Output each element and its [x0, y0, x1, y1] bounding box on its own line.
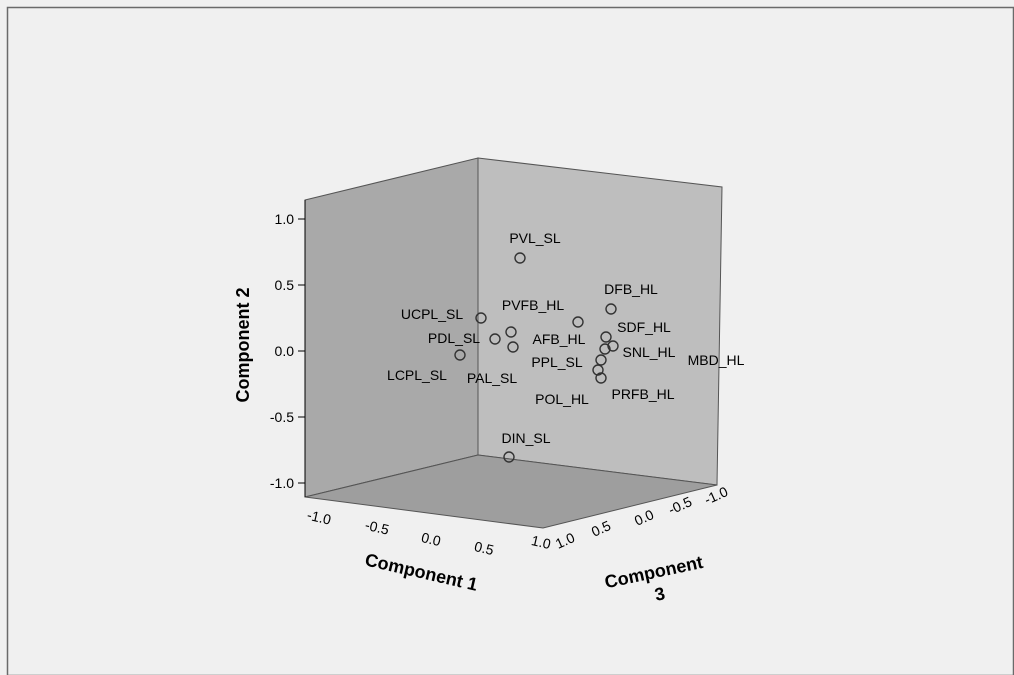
y-axis-ticks: -1.0 -0.5 0.0 0.5 1.0	[270, 211, 305, 491]
data-point-label: DIN_SL	[501, 430, 550, 446]
data-point-marker	[605, 303, 617, 315]
data-point-marker	[489, 333, 501, 345]
x-tick-label: 0.5	[473, 538, 496, 558]
data-point-marker	[592, 364, 604, 376]
x-tick-label: -0.5	[364, 517, 391, 538]
y-tick-label: 0.5	[275, 277, 295, 293]
z-tick-label: 0.5	[589, 517, 613, 540]
data-point-marker	[599, 343, 611, 355]
data-point-label: PVFB_HL	[502, 297, 564, 313]
data-point-label: PRFB_HL	[611, 386, 674, 402]
x-tick-label: -1.0	[306, 507, 333, 528]
y-axis-title: Component 2	[233, 288, 253, 403]
data-point-marker	[595, 372, 607, 384]
data-point-marker	[607, 340, 619, 352]
floor-plane	[304, 454, 718, 529]
x-tick-label: 1.0	[530, 532, 553, 552]
data-point-label: UCPL_SL	[401, 306, 463, 322]
data-point-label: PDL_SL	[428, 330, 480, 346]
data-points: PVL_SL DFB_HL UCPL_SL PVFB_HL PDL_SL AFB_HL SD…	[387, 230, 745, 463]
data-point-marker	[600, 331, 612, 343]
data-point-label: DFB_HL	[604, 281, 658, 297]
data-point-label: AFB_HL	[533, 331, 586, 347]
y-tick-label: -1.0	[270, 475, 294, 491]
data-point-marker	[507, 341, 519, 353]
data-point-marker	[572, 316, 584, 328]
z-axis-title-line2: 3	[653, 583, 667, 605]
data-point-label: LCPL_SL	[387, 367, 447, 383]
data-point-label: PPL_SL	[531, 354, 583, 370]
back-wall	[304, 157, 479, 498]
data-point-label: SNL_HL	[623, 344, 676, 360]
data-point-marker	[454, 349, 466, 361]
y-tick-label: 0.0	[275, 343, 295, 359]
x-axis-title: Component 1	[363, 549, 480, 594]
z-tick-label: 1.0	[553, 529, 577, 552]
data-point-label: PVL_SL	[509, 230, 561, 246]
y-tick-label: -0.5	[270, 409, 294, 425]
data-point-label: PAL_SL	[467, 370, 518, 386]
data-point-label: SDF_HL	[617, 319, 671, 335]
data-point-marker	[503, 451, 515, 463]
data-point-marker	[505, 326, 517, 338]
x-axis-ticks: -1.0 -0.5 0.0 0.5 1.0	[306, 507, 553, 559]
data-point-marker	[475, 312, 487, 324]
data-point-label: MBD_HL	[688, 352, 745, 368]
z-tick-label: 0.0	[632, 506, 656, 529]
data-point-label: POL_HL	[535, 391, 589, 407]
y-tick-label: 1.0	[275, 211, 295, 227]
data-point-marker	[514, 252, 526, 264]
data-point-marker	[595, 354, 607, 366]
x-tick-label: 0.0	[420, 529, 443, 549]
